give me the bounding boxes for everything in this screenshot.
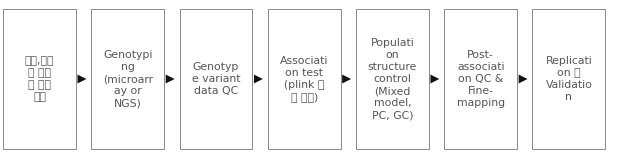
Text: Genotyp
e variant
data QC: Genotyp e variant data QC <box>192 62 240 96</box>
Bar <box>3 9 76 149</box>
Bar <box>532 9 605 149</box>
Bar <box>444 9 517 149</box>
Text: 질병,대조
군 모집
및 시료
준비: 질병,대조 군 모집 및 시료 준비 <box>25 56 54 102</box>
Text: Associati
on test
(plink 등
을 사용): Associati on test (plink 등 을 사용) <box>280 56 328 102</box>
Text: Populati
on
structure
control
(Mixed
model,
PC, GC): Populati on structure control (Mixed mod… <box>368 38 417 120</box>
Bar <box>180 9 252 149</box>
Bar <box>356 9 429 149</box>
Text: Replicati
on 및
Validatio
n: Replicati on 및 Validatio n <box>545 56 592 102</box>
Text: Genotypi
ng
(microarr
ay or
NGS): Genotypi ng (microarr ay or NGS) <box>102 50 153 108</box>
Bar <box>91 9 164 149</box>
Bar <box>268 9 341 149</box>
Text: Post-
associati
on QC &
Fine-
mapping: Post- associati on QC & Fine- mapping <box>457 50 505 108</box>
